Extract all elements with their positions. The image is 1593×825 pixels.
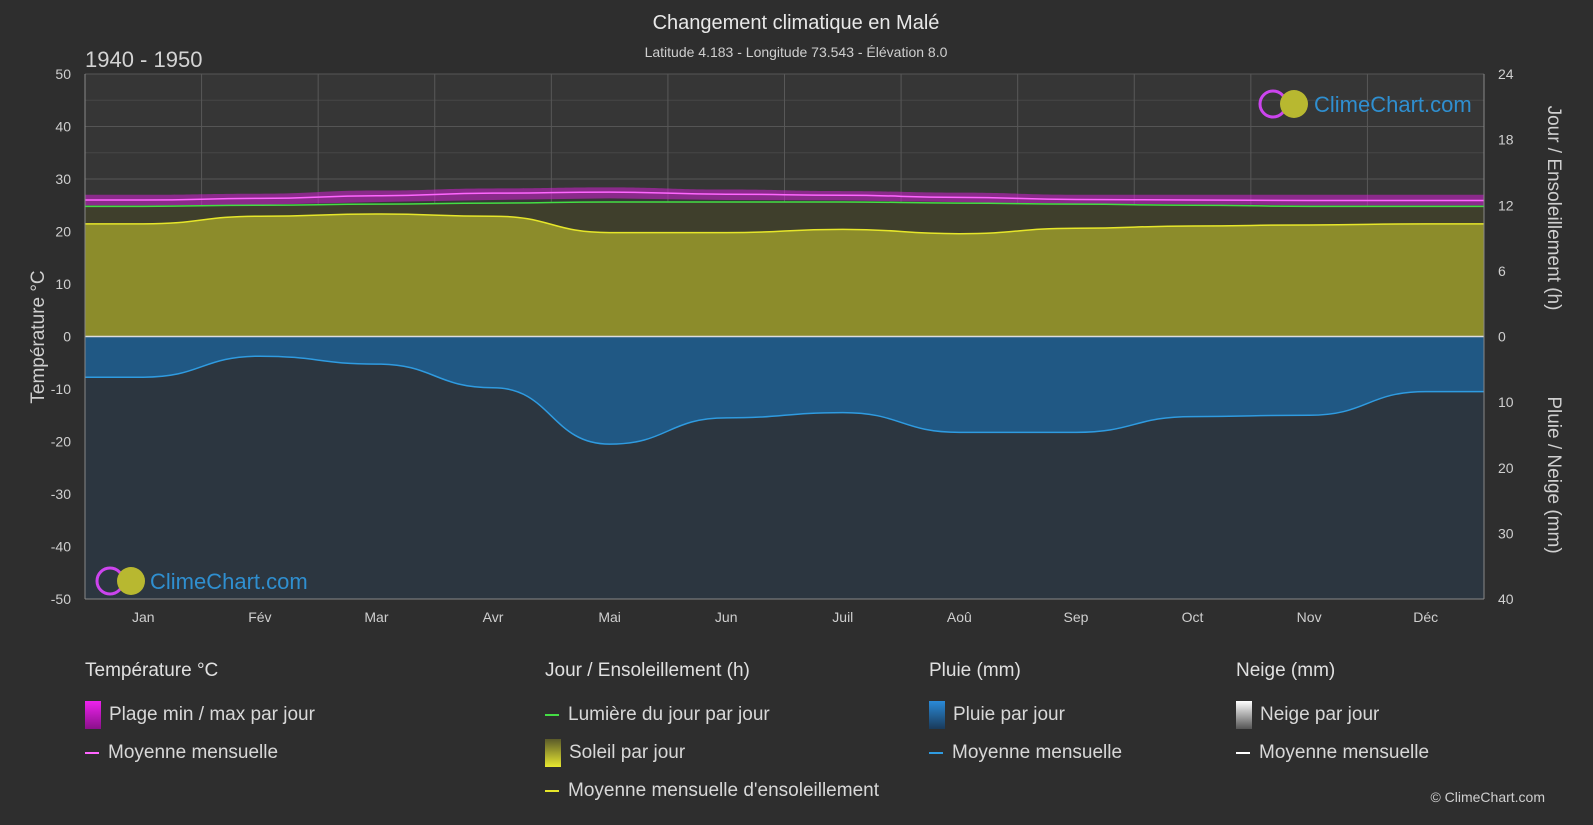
legend-label: Plage min / max par jour: [109, 704, 315, 725]
left-tick-label: -10: [51, 381, 71, 397]
legend-item: Moyenne mensuelle: [85, 734, 315, 772]
legend-item: Lumière du jour par jour: [545, 696, 879, 734]
chart-title: Changement climatique en Malé: [653, 12, 940, 34]
legend-label: Moyenne mensuelle: [108, 742, 279, 763]
month-tick-label: Jun: [715, 609, 738, 625]
left-tick-label: 10: [55, 276, 71, 292]
chart-marks: [85, 187, 1484, 599]
legend-item: Soleil par jour: [545, 734, 879, 772]
rain-swatch-icon: [929, 701, 945, 729]
right-top-tick-label: 6: [1498, 263, 1506, 279]
legend-label: Moyenne mensuelle: [952, 742, 1123, 763]
legend-title-sun: Jour / Ensoleillement (h): [545, 660, 750, 681]
axis-ticks: 50 40 30 20 10 0 -10 -20 -30 -40 -50 24 18 12 6 0 10 20 30…: [51, 66, 1514, 625]
temp-mean-swatch-icon: [85, 752, 99, 754]
month-tick-label: Nov: [1297, 609, 1322, 625]
sunshine-mean-swatch-icon: [545, 790, 559, 792]
right-top-tick-label: 0: [1498, 329, 1506, 345]
legend-temperature: Température °C Plage min / max par jour …: [85, 660, 315, 772]
month-tick-label: Juil: [832, 609, 853, 625]
month-tick-label: Mai: [598, 609, 621, 625]
month-tick-label: Fév: [248, 609, 271, 625]
sunshine-swatch-icon: [545, 739, 561, 767]
temperature-range-band: [85, 187, 1484, 206]
left-tick-label: -50: [51, 591, 71, 607]
right-top-tick-label: 24: [1498, 66, 1514, 82]
legend-item: Moyenne mensuelle: [1236, 734, 1429, 772]
rain-area: [85, 336, 1484, 445]
copyright: © ClimeChart.com: [1430, 789, 1545, 805]
sunshine-area: [85, 214, 1484, 337]
left-axis-label: Température °C: [28, 270, 49, 403]
rain-mean-swatch-icon: [929, 752, 943, 754]
right-top-tick-label: 18: [1498, 132, 1514, 148]
legend-item: Neige par jour: [1236, 696, 1429, 734]
left-tick-label: 50: [55, 66, 71, 82]
rain-mean-line: [85, 355, 1484, 445]
left-tick-label: 20: [55, 224, 71, 240]
legend-label: Soleil par jour: [569, 742, 686, 763]
legend-item: Moyenne mensuelle: [929, 734, 1122, 772]
legend-snow: Neige (mm) Neige par jour Moyenne mensue…: [1236, 660, 1429, 772]
logo-text-bottom: ClimeChart.com: [150, 569, 308, 594]
daylight-line: [85, 201, 1484, 208]
right-bottom-tick-label: 30: [1498, 525, 1514, 541]
right-bottom-tick-label: 10: [1498, 394, 1514, 410]
snow-swatch-icon: [1236, 701, 1252, 729]
chart-subtitle: Latitude 4.183 - Longitude 73.543 - Élév…: [645, 44, 948, 60]
snow-mean-swatch-icon: [1236, 752, 1250, 754]
month-tick-label: Déc: [1413, 609, 1438, 625]
left-tick-label: 0: [63, 329, 71, 345]
logo-top: ClimeChart.com: [1258, 89, 1472, 119]
logo-sun-icon: [117, 567, 145, 595]
legend-title-temperature: Température °C: [85, 660, 219, 681]
legend-label: Lumière du jour par jour: [568, 704, 770, 725]
sunshine-mean-line: [85, 213, 1484, 235]
month-tick-label: Oct: [1182, 609, 1204, 625]
legend-item: Moyenne mensuelle d'ensoleillement: [545, 772, 879, 810]
left-tick-label: 40: [55, 119, 71, 135]
month-tick-label: Aoû: [947, 609, 972, 625]
legend-rain: Pluie (mm) Pluie par jour Moyenne mensue…: [929, 660, 1122, 772]
logo-bottom: ClimeChart.com: [95, 566, 308, 596]
month-tick-label: Sep: [1063, 609, 1088, 625]
legend-title-rain: Pluie (mm): [929, 660, 1021, 681]
legend-item: Pluie par jour: [929, 696, 1122, 734]
right-bottom-tick-label: 40: [1498, 591, 1514, 607]
right-bottom-tick-label: 20: [1498, 460, 1514, 476]
month-tick-label: Avr: [483, 609, 504, 625]
right-top-tick-label: 12: [1498, 197, 1514, 213]
month-tick-label: Jan: [132, 609, 155, 625]
daylight-swatch-icon: [545, 714, 559, 716]
right-top-axis-label: Jour / Ensoleillement (h): [1543, 106, 1564, 311]
temp-range-swatch-icon: [85, 701, 101, 729]
temperature-mean-line: [85, 191, 1484, 202]
left-tick-label: 30: [55, 171, 71, 187]
right-bottom-axis-label: Pluie / Neige (mm): [1543, 396, 1564, 553]
legend-title-snow: Neige (mm): [1236, 660, 1336, 681]
period-label: 1940 - 1950: [85, 47, 202, 72]
month-tick-label: Mar: [364, 609, 388, 625]
legend-item: Plage min / max par jour: [85, 696, 315, 734]
logo-sun-icon: [1280, 90, 1308, 118]
legend-label: Neige par jour: [1260, 704, 1380, 725]
left-tick-label: -40: [51, 539, 71, 555]
legend-label: Moyenne mensuelle: [1259, 742, 1430, 763]
logo-text-top: ClimeChart.com: [1314, 92, 1472, 117]
legend-sun: Jour / Ensoleillement (h) Lumière du jou…: [545, 660, 879, 810]
legend-label: Moyenne mensuelle d'ensoleillement: [568, 780, 879, 801]
left-tick-label: -20: [51, 434, 71, 450]
legend-label: Pluie par jour: [953, 704, 1065, 725]
left-tick-label: -30: [51, 486, 71, 502]
